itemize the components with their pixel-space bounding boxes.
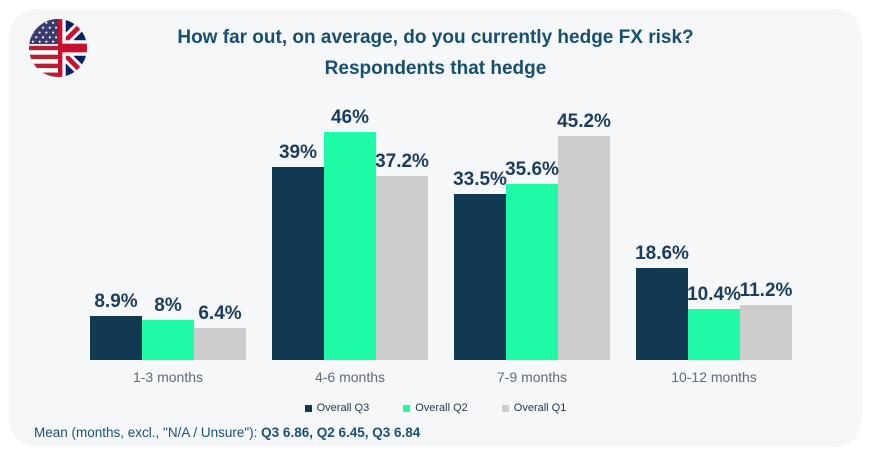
bar <box>194 328 246 360</box>
bar <box>376 176 428 360</box>
category-label: 7-9 months <box>496 369 568 385</box>
bar-value-label: 45.2% <box>557 111 611 132</box>
bar-slot: 39% <box>272 142 324 360</box>
bar-value-label: 37.2% <box>375 151 429 172</box>
bar-slot: 45.2% <box>557 111 611 360</box>
legend-swatch <box>304 404 312 412</box>
legend-label: Overall Q1 <box>513 402 567 414</box>
bar-value-label: 11.2% <box>739 280 793 301</box>
bar-slot: 33.5% <box>453 169 507 360</box>
category-label: 10-12 months <box>671 369 757 385</box>
bar-slot: 37.2% <box>375 151 429 360</box>
bar-row: 8.9% 8% 6.4% <box>90 291 246 360</box>
bar-value-label: 39% <box>278 142 318 163</box>
legend-item: Overall Q1 <box>501 402 567 414</box>
bar-slot: 46% <box>324 107 376 360</box>
category-label: 1-3 months <box>132 369 204 385</box>
bar <box>636 268 688 360</box>
us-uk-flag-icon <box>29 19 87 77</box>
bar-slot: 10.4% <box>687 284 741 360</box>
chart-header: How far out, on average, do you currentl… <box>9 22 862 84</box>
mean-footnote-label: Mean (months, excl., "N/A / Unsure"): <box>34 425 262 440</box>
bar <box>142 320 194 360</box>
bar <box>324 132 376 360</box>
bar <box>454 194 506 360</box>
bar-slot: 8.9% <box>90 291 142 360</box>
bar <box>740 305 792 360</box>
bar-value-label: 8% <box>154 295 182 316</box>
bar <box>90 316 142 360</box>
bar-group: 8.9% 8% 6.4% 1-3 months <box>90 291 246 385</box>
bar-slot: 8% <box>142 295 194 360</box>
bar <box>688 309 740 360</box>
bar <box>506 184 558 360</box>
category-label: 4-6 months <box>314 369 386 385</box>
legend-item: Overall Q3 <box>304 402 370 414</box>
bar-slot: 11.2% <box>740 280 792 360</box>
chart-title: How far out, on average, do you currentl… <box>177 27 694 48</box>
mean-footnote-value: Q3 6.86, Q2 6.45, Q3 6.84 <box>261 425 421 440</box>
legend-item: Overall Q2 <box>403 402 468 414</box>
bar-row: 18.6% 10.4% 11.2% <box>635 243 792 360</box>
bar-value-label: 35.6% <box>505 159 559 180</box>
bar-row: 33.5% 35.6% 45.2% <box>453 111 611 360</box>
chart-subtitle: Respondents that hedge <box>324 58 547 79</box>
bar-value-label: 18.6% <box>635 243 689 264</box>
bar-row: 39% 46% 37.2% <box>272 107 429 360</box>
bar-slot: 35.6% <box>505 159 559 360</box>
chart-card: How far out, on average, do you currentl… <box>9 9 862 447</box>
bar-group: 33.5% 35.6% 45.2% 7-9 months <box>453 111 611 385</box>
mean-footnote: Mean (months, excl., "N/A / Unsure"): Q3… <box>34 425 420 440</box>
bar-value-label: 10.4% <box>687 284 741 305</box>
bar-value-label: 6.4% <box>198 303 242 324</box>
bar-slot: 6.4% <box>194 303 246 360</box>
legend: Overall Q3 Overall Q2 Overall Q1 <box>9 402 862 414</box>
bar-slot: 18.6% <box>635 243 689 360</box>
legend-label: Overall Q3 <box>316 402 370 414</box>
legend-swatch <box>403 404 411 412</box>
bar-group: 39% 46% 37.2% 4-6 months <box>272 107 429 385</box>
bar <box>558 136 610 360</box>
legend-swatch <box>501 404 509 412</box>
bar-value-label: 8.9% <box>94 291 138 312</box>
bar-value-label: 46% <box>330 107 370 128</box>
legend-label: Overall Q2 <box>415 402 468 414</box>
bar-groups: 8.9% 8% 6.4% 1-3 months 39% 46% 37.2% 4-6 month… <box>90 107 796 385</box>
bar <box>272 167 324 360</box>
bar-value-label: 33.5% <box>453 169 507 190</box>
bar-group: 18.6% 10.4% 11.2% 10-12 months <box>635 243 792 385</box>
